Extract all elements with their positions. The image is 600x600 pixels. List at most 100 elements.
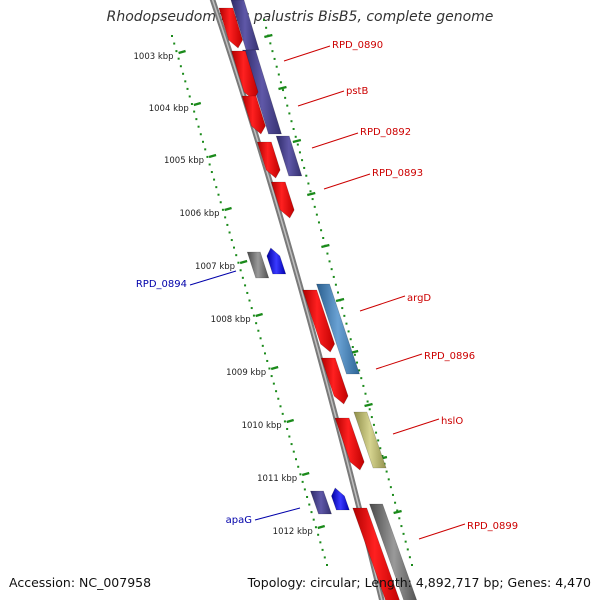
right-track-dot (358, 369, 361, 372)
right-track-dot (375, 431, 378, 434)
right-track-dot (288, 112, 291, 115)
gene-rpd0899-product (369, 503, 417, 600)
left-track-dot (195, 118, 198, 121)
tick-mark (306, 191, 316, 197)
right-track-dot (328, 260, 331, 263)
tick-label: 1011 kbp (257, 474, 297, 484)
left-track-dot (272, 382, 275, 385)
tick-track-left (171, 35, 328, 566)
gene-label[interactable]: RPD_0896 (424, 351, 475, 362)
tick-label: 1005 kbp (164, 156, 204, 166)
left-track-dot (221, 208, 224, 211)
left-track-dot (259, 337, 262, 340)
left-track-dot (230, 239, 233, 242)
left-track-dot (306, 495, 309, 498)
right-track-dot (305, 174, 308, 177)
right-track-dot (313, 205, 316, 208)
left-track-dot (295, 458, 297, 461)
left-track-dot (199, 133, 202, 136)
right-track-dot (301, 159, 304, 162)
right-track-dot (370, 416, 373, 419)
gene-label[interactable]: pstB (346, 86, 368, 97)
right-track-dot (311, 198, 314, 201)
gene-rpd0894-product (246, 251, 270, 279)
right-track-dot (271, 50, 274, 53)
gene-hslo-cds (334, 417, 365, 471)
right-track-dot (411, 564, 413, 566)
right-track-dot (334, 283, 337, 286)
tick-mark (224, 206, 232, 212)
gene-label[interactable]: RPD_0899 (467, 521, 518, 532)
left-track-dot (188, 95, 191, 98)
left-track-dot (297, 465, 300, 468)
right-track-dot (353, 353, 356, 356)
left-track-dot (261, 344, 264, 347)
gene-label-leader (283, 45, 331, 62)
right-track-dot (277, 73, 280, 76)
right-track-dot (356, 361, 359, 364)
right-track-dot (322, 237, 325, 239)
gene-label[interactable]: argD (407, 293, 431, 304)
gene-hslo-product (353, 411, 387, 469)
right-track-dot (406, 548, 409, 551)
tick-label: 1009 kbp (226, 368, 266, 378)
tick-mark (239, 259, 248, 265)
gene-label[interactable]: hslO (441, 416, 463, 427)
tick-mark (278, 85, 287, 91)
right-track-dot (398, 517, 401, 520)
left-track-dot (202, 140, 204, 143)
gene-label[interactable]: RPD_0893 (372, 168, 423, 179)
left-track-dot (301, 480, 304, 483)
left-track-dot (286, 427, 289, 430)
left-track-dot (288, 435, 291, 438)
left-track-dot (215, 186, 218, 189)
right-track-dot (387, 478, 390, 481)
gene-cds (270, 181, 295, 219)
tick-label: 1008 kbp (211, 315, 251, 325)
gene-label[interactable]: apaG (226, 515, 252, 526)
left-track-dot (224, 216, 227, 219)
tick-track-right (263, 19, 413, 566)
left-track-dot (281, 412, 284, 415)
gene-label-leader (323, 173, 371, 190)
tick-mark (178, 49, 186, 55)
right-track-dot (330, 268, 333, 271)
right-track-dot (282, 89, 285, 92)
tick-mark (301, 471, 310, 477)
tick-mark (270, 365, 279, 371)
gene-features (218, 0, 417, 600)
right-track-dot (394, 501, 397, 504)
left-track-dot (182, 72, 185, 75)
gene-apag-cds (331, 487, 350, 511)
tick-mark (255, 312, 263, 318)
left-track-dot (186, 87, 189, 90)
left-track-dot (303, 488, 306, 491)
gene-rpd0894-cds (266, 247, 287, 275)
right-track-dot (275, 65, 278, 68)
left-track-dot (179, 65, 182, 68)
left-track-dot (270, 375, 273, 378)
gene-argd-product (316, 283, 360, 375)
left-track-dot (312, 518, 315, 521)
gene-label[interactable]: RPD_0894 (136, 279, 187, 290)
left-track-dot (319, 541, 322, 544)
right-track-dot (265, 26, 268, 29)
left-track-dot (292, 450, 295, 453)
right-track-dot (408, 556, 411, 559)
left-track-dot (233, 246, 235, 249)
left-track-dot (277, 397, 280, 400)
right-track-dot (396, 509, 399, 512)
right-track-dot (298, 151, 301, 154)
left-track-dot (235, 254, 238, 257)
right-track-dot (309, 190, 312, 193)
left-track-dot (246, 291, 249, 294)
tick-mark (335, 297, 345, 303)
gene-label[interactable]: RPD_0892 (360, 127, 411, 138)
gene-label-leader (189, 270, 237, 286)
left-track-dot (171, 35, 173, 37)
gene-label[interactable]: RPD_0890 (332, 40, 383, 51)
right-track-dot (402, 532, 405, 535)
right-track-dot (315, 213, 318, 216)
left-track-dot (219, 201, 222, 204)
